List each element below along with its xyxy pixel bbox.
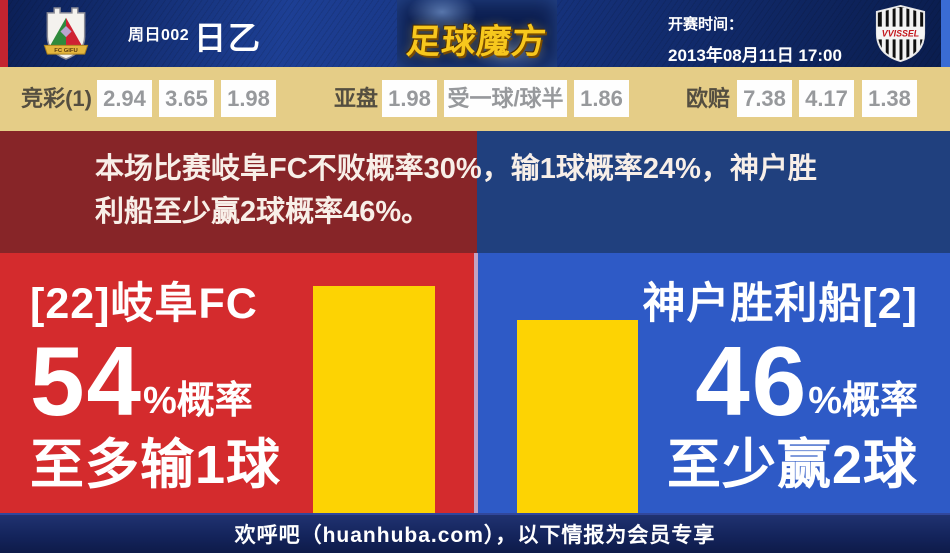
away-outcome: 至少赢2球 bbox=[666, 435, 918, 495]
footer: 欢呼吧（huanhuba.com），以下情报为会员专享 bbox=[0, 513, 950, 553]
home-probability-number: 54 bbox=[30, 326, 144, 436]
site-logo: 足球魔方 bbox=[397, 0, 557, 71]
home-probability: 54 %概率 bbox=[30, 326, 253, 436]
yapan-handicap: 受一球/球半 bbox=[444, 80, 567, 117]
home-outcome: 至多输1球 bbox=[30, 435, 282, 495]
league-name: 日乙 bbox=[194, 20, 263, 56]
summary-text: 本场比赛岐阜FC不败概率30%，输1球概率24%，神户胜 利船至少赢2球概率46… bbox=[95, 148, 817, 234]
away-probability-suffix: %概率 bbox=[808, 380, 918, 422]
summary-line-2: 利船至少赢2球概率46%。 bbox=[95, 196, 431, 228]
home-probability-suffix: %概率 bbox=[143, 380, 253, 422]
summary-banner: 本场比赛岐阜FC不败概率30%，输1球概率24%，神户胜 利船至少赢2球概率46… bbox=[0, 131, 950, 253]
vissel-crest-caption: VVISSEL bbox=[882, 28, 919, 38]
summary-banner-blue-half bbox=[477, 131, 950, 253]
vissel-kobe-crest-icon: VVISSEL bbox=[875, 4, 926, 63]
away-probability-number: 46 bbox=[695, 326, 809, 436]
fc-gifu-crest-caption: FC GIFU bbox=[54, 48, 78, 54]
oupei-odd-home: 7.38 bbox=[737, 80, 792, 117]
jingcai-odd-draw: 3.65 bbox=[159, 80, 214, 117]
oupei-label: 欧赔 bbox=[685, 86, 730, 111]
summary-banner-red-half bbox=[0, 131, 477, 253]
summary-line-1: 本场比赛岐阜FC不败概率30%，输1球概率24%，神户胜 bbox=[95, 153, 817, 185]
jingcai-label: 竞彩(1) bbox=[21, 86, 92, 111]
kickoff-label: 开赛时间： bbox=[668, 16, 744, 33]
oupei-odd-draw: 4.17 bbox=[799, 80, 854, 117]
footer-text: 欢呼吧（huanhuba.com），以下情报为会员专享 bbox=[234, 524, 716, 547]
away-panel-text: 神户胜利船[2] 46 %概率 至少赢2球 bbox=[642, 253, 918, 493]
home-probability-bar bbox=[313, 286, 435, 513]
header: FC GIFU 周日002 日乙 足球魔方 开赛时间： 2013年08月11日 … bbox=[0, 0, 950, 71]
home-panel-text: [22]岐阜FC 54 %概率 至多输1球 bbox=[30, 253, 281, 493]
right-blue-stripe bbox=[941, 0, 950, 67]
odds-bar: 竞彩(1) 2.94 3.65 1.98 亚盘 1.98 受一球/球半 1.86… bbox=[0, 67, 950, 131]
match-number: 周日002 bbox=[128, 27, 190, 44]
fc-gifu-crest-icon: FC GIFU bbox=[43, 7, 89, 60]
jingcai-odd-home: 2.94 bbox=[97, 80, 152, 117]
site-logo-text: 足球魔方 bbox=[404, 23, 549, 61]
away-team-name: 神户胜利船[2] bbox=[642, 280, 918, 328]
yapan-odd-home: 1.98 bbox=[382, 80, 437, 117]
kickoff-value: 2013年08月11日 17:00 bbox=[668, 46, 842, 65]
left-red-stripe bbox=[0, 0, 8, 67]
away-probability-bar bbox=[517, 320, 638, 513]
yapan-label: 亚盘 bbox=[333, 86, 378, 111]
kickoff-time-block: 开赛时间： 2013年08月11日 17:00 bbox=[668, 13, 842, 66]
oupei-odd-away: 1.38 bbox=[862, 80, 917, 117]
probability-panels: [22]岐阜FC 54 %概率 至多输1球 神户胜利船[2] 46 %概率 至少… bbox=[0, 253, 950, 513]
jingcai-odd-away: 1.98 bbox=[221, 80, 276, 117]
panel-divider bbox=[474, 253, 478, 513]
away-probability: 46 %概率 bbox=[695, 326, 918, 436]
yapan-odd-away: 1.86 bbox=[574, 80, 629, 117]
home-team-name: [22]岐阜FC bbox=[30, 280, 258, 328]
